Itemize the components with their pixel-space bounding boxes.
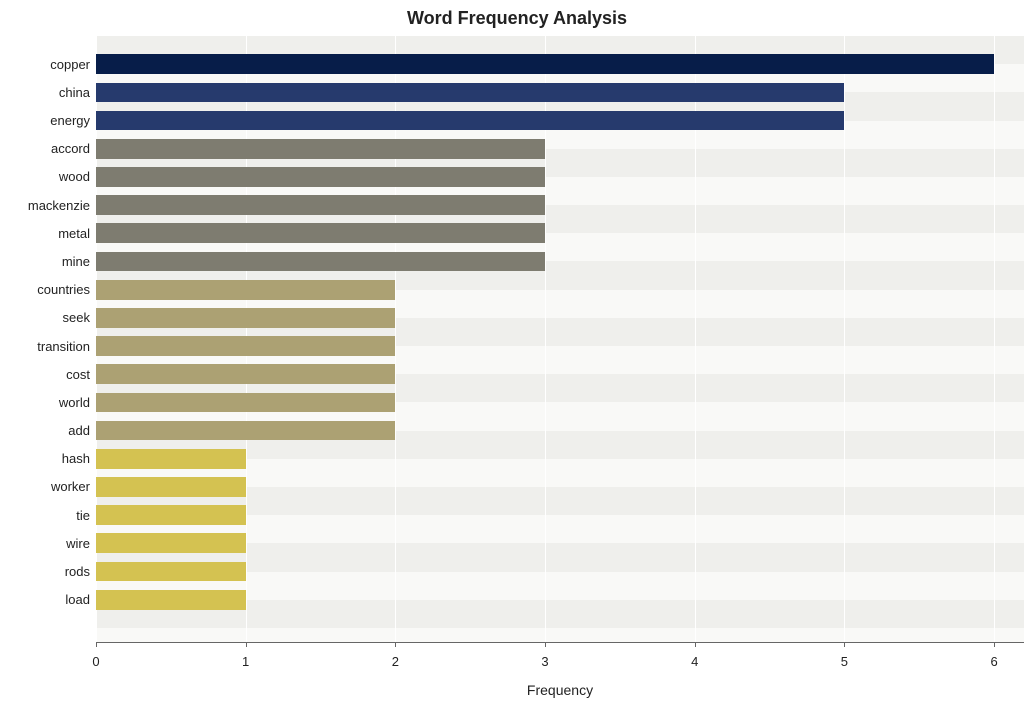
x-tick-label: 1 [242, 654, 249, 669]
x-tick-label: 5 [841, 654, 848, 669]
x-tick-label: 3 [541, 654, 548, 669]
bar [96, 336, 395, 356]
y-tick-label: metal [0, 226, 90, 241]
x-tick-label: 2 [392, 654, 399, 669]
bar [96, 111, 844, 131]
bar [96, 83, 844, 103]
y-tick-label: mackenzie [0, 198, 90, 213]
bar [96, 195, 545, 215]
y-tick-label: mine [0, 254, 90, 269]
x-tick-mark [395, 642, 396, 647]
x-tick-mark [545, 642, 546, 647]
y-tick-label: copper [0, 57, 90, 72]
bar [96, 421, 395, 441]
y-tick-label: countries [0, 282, 90, 297]
x-tick-label: 0 [92, 654, 99, 669]
y-tick-label: energy [0, 113, 90, 128]
y-tick-label: add [0, 423, 90, 438]
word-frequency-chart: Word Frequency Analysis Frequency copper… [0, 0, 1034, 701]
y-tick-label: wood [0, 169, 90, 184]
y-tick-label: cost [0, 367, 90, 382]
y-tick-label: china [0, 85, 90, 100]
x-tick-label: 6 [990, 654, 997, 669]
bar [96, 562, 246, 582]
x-tick-mark [844, 642, 845, 647]
y-tick-label: hash [0, 451, 90, 466]
plot-area [96, 36, 1024, 642]
x-axis-title: Frequency [527, 682, 593, 698]
x-tick-mark [695, 642, 696, 647]
x-tick-mark [246, 642, 247, 647]
x-tick-mark [994, 642, 995, 647]
bar [96, 167, 545, 187]
bar [96, 393, 395, 413]
gridline [844, 36, 845, 642]
bar [96, 280, 395, 300]
gridline [994, 36, 995, 642]
bar [96, 590, 246, 610]
bar [96, 364, 395, 384]
bar [96, 449, 246, 469]
bar [96, 533, 246, 553]
y-tick-label: accord [0, 141, 90, 156]
x-tick-label: 4 [691, 654, 698, 669]
y-tick-label: world [0, 395, 90, 410]
x-tick-mark [96, 642, 97, 647]
bar [96, 477, 246, 497]
x-axis-line [96, 642, 1024, 643]
bar [96, 308, 395, 328]
y-tick-label: load [0, 592, 90, 607]
y-tick-label: worker [0, 479, 90, 494]
bar [96, 54, 994, 74]
bar [96, 252, 545, 272]
bar [96, 139, 545, 159]
y-tick-label: seek [0, 310, 90, 325]
bar [96, 505, 246, 525]
y-tick-label: wire [0, 536, 90, 551]
chart-title: Word Frequency Analysis [0, 8, 1034, 29]
y-tick-label: rods [0, 564, 90, 579]
y-tick-label: tie [0, 508, 90, 523]
bar [96, 223, 545, 243]
y-tick-label: transition [0, 339, 90, 354]
